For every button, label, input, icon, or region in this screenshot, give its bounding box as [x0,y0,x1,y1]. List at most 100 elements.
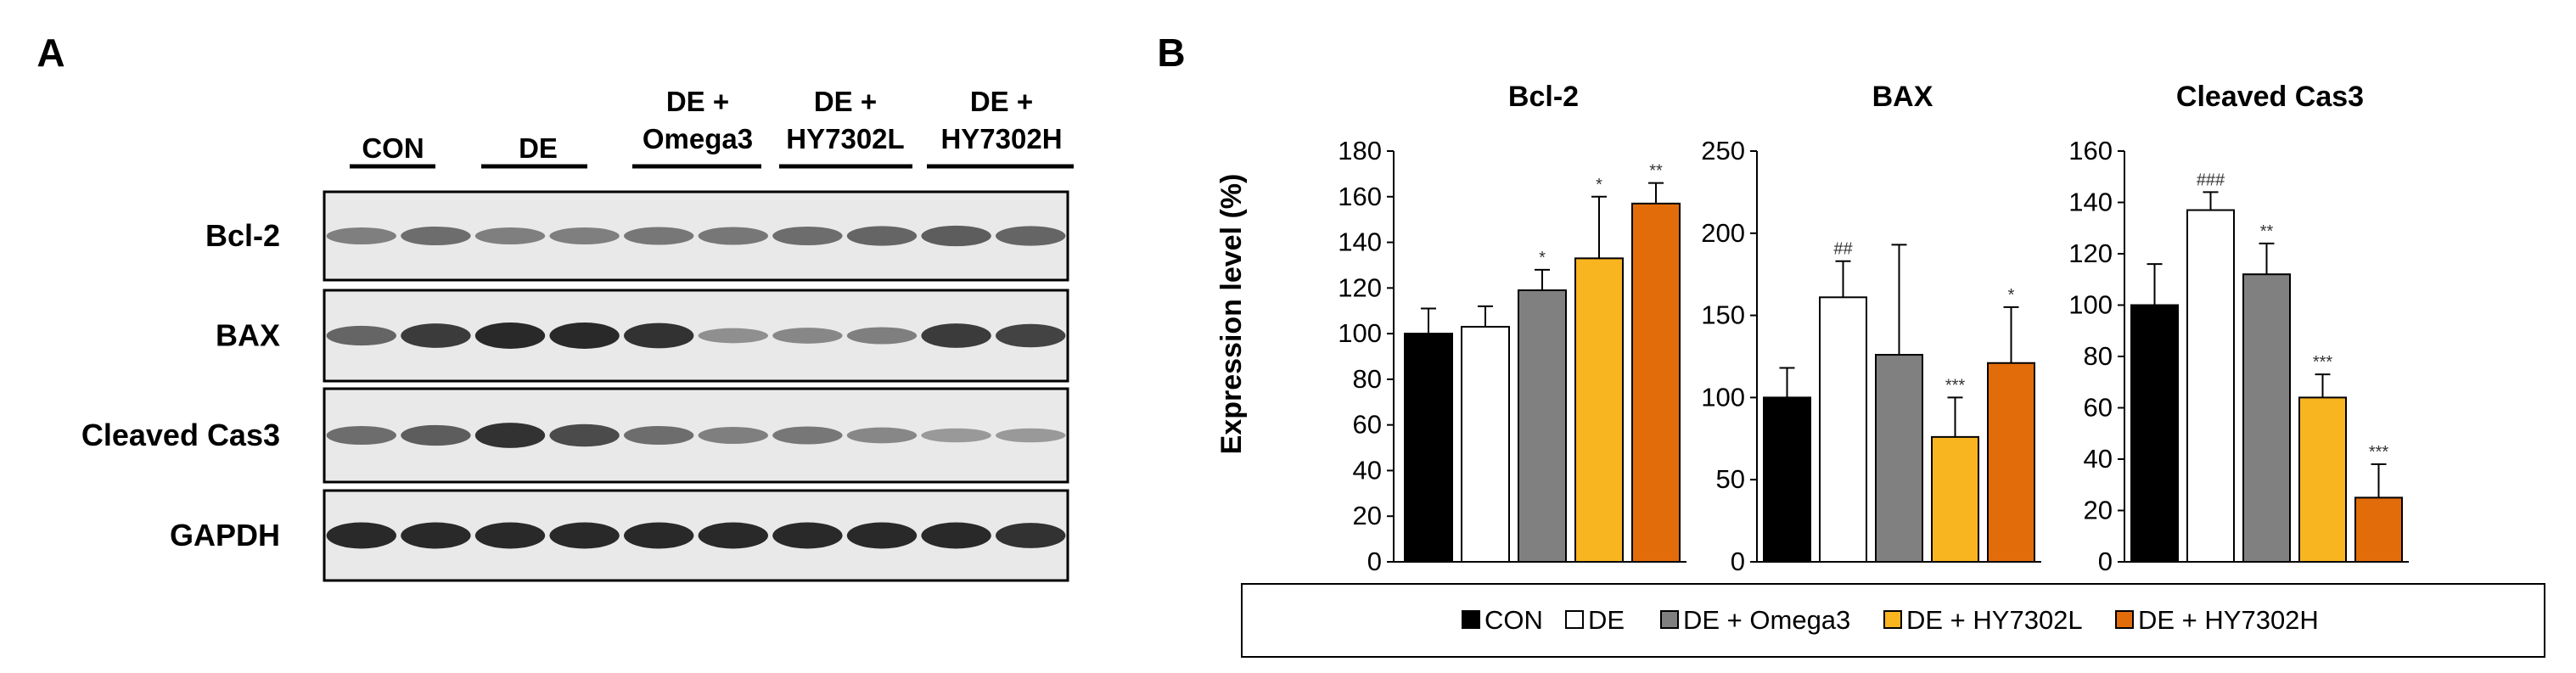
blot-row: Cleaved Cas3 [81,387,1069,484]
chart-2: Cleaved Cas3020406080100120140160###****… [2068,81,2409,576]
bar [2354,496,2403,563]
blot-row: Bcl-2 [205,190,1069,282]
bar [1631,202,1681,563]
blot-band [921,225,991,247]
blot-band [474,322,546,349]
lane-group-text: HY7302L [786,123,904,154]
y-tick-label: 40 [2084,444,2113,474]
blot-row: GAPDH [170,489,1069,582]
blot-band [549,322,620,349]
blot-band [549,227,620,244]
lane-group-text: DE [519,132,558,164]
significance-label: * [2008,286,2015,305]
lane-group-label: DE + Omega3 [643,86,753,154]
blot-band [624,322,694,349]
bar [1987,362,2035,563]
significance-label: ## [1833,240,1853,259]
blot-band [549,522,620,549]
y-tick-label: 60 [1353,410,1382,440]
blot-row-label: BAX [216,318,280,353]
legend-swatch [1883,610,1902,629]
lane-group-text: DE + [814,86,877,117]
blot-row-label: Bcl-2 [205,218,280,253]
blot-band [698,227,768,245]
y-tick-label: 140 [1338,227,1382,257]
significance-label: *** [1945,376,1966,395]
legend-swatch [1462,610,1480,629]
blot-band [921,522,991,549]
y-axis-title: Expression level (%) [1215,174,1248,455]
blot-band [996,523,1066,548]
blot-band [772,226,843,246]
blot-band [846,522,918,549]
significance-label: ** [1649,162,1663,181]
bar [1875,354,1923,563]
panel-letter-b: B [1157,31,1185,75]
bar [2130,304,2179,563]
y-tick-label: 50 [1716,464,1745,494]
y-tick-label: 120 [1338,272,1382,302]
panel-letter-a: A [36,31,65,75]
legend-label: DE + Omega3 [1683,605,1850,635]
y-tick-label: 40 [1353,455,1382,485]
blot-band [996,226,1066,246]
legend-label: DE + HY7302L [1906,605,2083,635]
y-tick-label: 250 [1701,136,1745,165]
blot-band [996,323,1066,348]
lane-group-text: DE + [666,86,729,117]
legend-label: DE + HY7302H [2138,605,2319,635]
chart-title: Bcl-2 [1508,81,1579,113]
blot-band [921,323,991,348]
blot-band [772,522,843,549]
bar [2186,209,2235,563]
bar [1574,257,1624,563]
blot-band [846,226,918,246]
y-tick-label: 100 [1701,382,1745,412]
legend-label: DE [1588,605,1625,635]
legend-swatch [2115,610,2134,629]
blot-band [401,522,471,549]
lane-group-label: DE [519,132,558,164]
blot-band [624,425,694,446]
lane-group-text: CON [362,132,424,164]
y-tick-label: 80 [2084,341,2113,371]
y-tick-label: 0 [2098,547,2113,576]
bar [1931,435,1979,564]
lane-group-text: DE + [970,86,1033,117]
blot-band [326,425,396,446]
bar-chart-figure: B Expression level (%) Bcl-2 0 20 40 60 80 100 12… [1157,31,2545,658]
bar-chart-panel: B Expression level (%) Bcl-2 0 20 40 60 80 100 12… [1137,0,2576,669]
y-tick-label: 200 [1701,218,1745,248]
legend-label: CON [1484,605,1543,635]
chart-title: BAX [1872,81,1933,113]
bar [2298,396,2347,563]
y-tick-label: 80 [1353,364,1382,394]
significance-label: ### [2197,171,2225,189]
blot-band [698,427,768,444]
y-tick-label: 120 [2068,238,2113,268]
blot-band [474,522,546,549]
blot-row-label: GAPDH [170,518,280,552]
significance-label: * [1596,176,1602,194]
significance-label: *** [2313,353,2333,372]
bar [1404,333,1453,563]
blot-row-label: Cleaved Cas3 [81,418,280,452]
blot-band [698,328,768,344]
y-tick-label: 150 [1701,300,1745,330]
chart-title: Cleaved Cas3 [2176,81,2364,113]
blot-band [921,428,991,443]
y-tick-label: 0 [1367,547,1382,576]
lane-group-label: DE + HY7302L [786,86,904,154]
bar [1518,289,1567,563]
legend-swatch [1660,610,1679,629]
significance-label: ** [2260,222,2274,241]
blot-band [474,423,546,448]
bar [1461,326,1510,563]
blot-band [474,227,546,244]
blot-band [846,327,918,345]
blot-band [326,325,396,346]
significance-label: * [1539,249,1546,267]
y-tick-label: 160 [2068,136,2113,165]
